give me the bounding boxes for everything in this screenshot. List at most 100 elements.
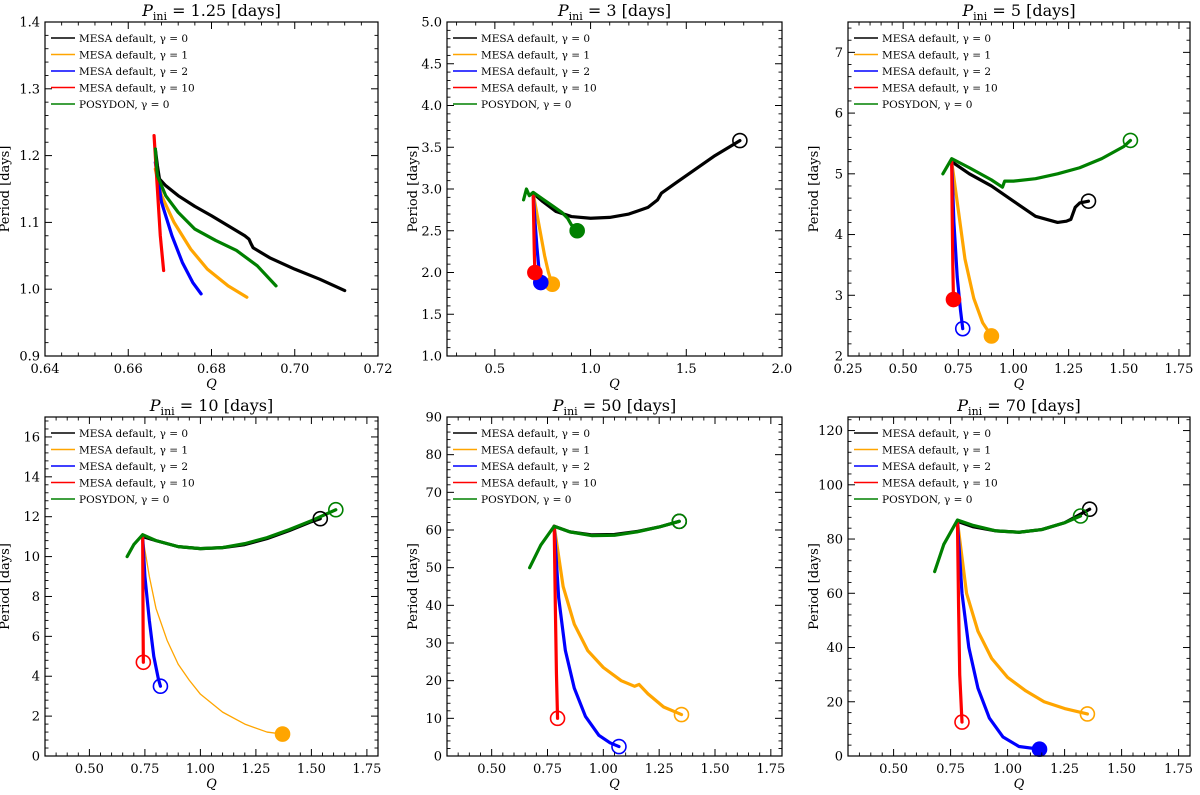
x-tick-label: 0.50: [879, 762, 908, 777]
x-tick-label: 1.50: [701, 762, 730, 777]
x-axis-label: Q: [206, 377, 217, 392]
x-axis-label: Q: [1014, 377, 1025, 392]
x-tick-label: 0.66: [114, 362, 143, 377]
end-marker-red: [954, 714, 970, 730]
x-tick-label: 0.5: [485, 362, 506, 377]
legend-label: MESA default, γ = 1: [481, 445, 590, 457]
legend-label: POSYDON, γ = 0: [481, 494, 571, 506]
y-tick-label: 10: [425, 712, 442, 727]
panel-1: 0.64 0.66 0.68 0.70 0.72 0.9 1.0 1.1 1.2 1.3 1.4 Pi…: [0, 1, 392, 392]
legend-label: MESA default, γ = 1: [79, 445, 188, 457]
panel-title: Pini = 50 [days]: [552, 396, 676, 418]
y-tick-label: 70: [425, 486, 442, 501]
x-axis-label: Q: [609, 777, 620, 792]
plot-frame: [847, 21, 1191, 357]
legend: MESA default, γ = 0 MESA default, γ = 1 ME…: [51, 428, 195, 506]
series-line-orange: [531, 191, 554, 286]
legend-label: MESA default, γ = 0: [481, 428, 590, 440]
panel-4: 0.50 0.75 1.00 1.25 1.50 1.75 0 2 4 6 8 10 12 14 16 Pin…: [0, 396, 381, 792]
title-symbol: P: [557, 1, 569, 20]
x-tick-label: 0.72: [364, 362, 393, 377]
series-line-green: [941, 138, 1133, 189]
legend-label: POSYDON, γ = 0: [882, 494, 972, 506]
panel-2: 0.5 1.0 1.5 2.0 1.0 1.5 2.0 2.5 3.0 3.5 4.0 4.5 5.0 P…: [406, 1, 792, 392]
x-tick-label: 0.75: [130, 762, 159, 777]
end-marker-blue: [1031, 741, 1048, 758]
x-tick-label: 1.5: [676, 362, 697, 377]
series-line-blue: [153, 160, 203, 296]
end-marker-green: [328, 501, 344, 518]
y-tick-label: 80: [826, 533, 843, 548]
y-tick-label: 4: [835, 228, 843, 243]
y-tick-label: 5: [835, 167, 843, 182]
title-subscript: ini: [161, 405, 176, 418]
y-tick-label: 8: [32, 590, 40, 605]
y-tick-label: 16: [23, 430, 40, 445]
x-tick-label: 0.68: [197, 362, 226, 377]
end-marker-blue: [152, 678, 169, 695]
y-tick-label: 3: [835, 289, 843, 304]
y-tick-label: 5.0: [421, 16, 442, 31]
y-axis-label: Period [days]: [0, 543, 13, 630]
end-marker-red: [945, 291, 962, 308]
x-tick-label: 0.70: [280, 362, 309, 377]
series-line-orange: [955, 519, 1090, 716]
y-tick-label: 20: [425, 674, 442, 689]
x-tick-label: 2.0: [772, 362, 793, 377]
series-line-red: [141, 535, 145, 664]
end-marker-green: [1122, 132, 1139, 149]
end-marker-orange: [274, 726, 291, 742]
series-line-black: [531, 138, 742, 220]
x-axis-label: Q: [609, 377, 620, 392]
series-line-red: [955, 519, 964, 724]
y-tick-label: 20: [826, 695, 843, 710]
title-value: = 1.25 [days]: [167, 1, 281, 20]
y-tick-label: 1.1: [19, 216, 40, 231]
x-tick-label: 1.75: [352, 762, 381, 777]
title-subscript: ini: [973, 10, 988, 23]
panel-title: Pini = 1.25 [days]: [141, 1, 281, 23]
x-tick-label: 0.75: [944, 362, 973, 377]
title-symbol: P: [961, 1, 973, 20]
end-marker-orange: [983, 328, 1000, 344]
x-tick-label: 1.75: [1164, 362, 1193, 377]
legend-label: MESA default, γ = 2: [79, 461, 188, 473]
series-line-blue: [141, 535, 163, 688]
x-tick-label: 1.25: [1054, 362, 1083, 377]
legend-label: MESA default, γ = 10: [481, 83, 597, 95]
title-value: = 50 [days]: [578, 396, 677, 415]
x-tick-label: 1.75: [756, 762, 785, 777]
legend-label: MESA default, γ = 2: [882, 461, 991, 473]
title-symbol: P: [552, 396, 564, 415]
series-line-black: [153, 147, 347, 293]
legend-label: MESA default, γ = 2: [79, 66, 188, 78]
end-marker-orange: [1079, 706, 1096, 722]
panel-5: 0.50 0.75 1.00 1.25 1.50 1.75 0 10 20 30 40 50 60 70 8…: [406, 396, 785, 792]
y-tick-label: 0: [835, 750, 843, 765]
x-tick-label: 0.50: [75, 762, 104, 777]
end-marker-green: [1072, 508, 1089, 524]
panel-6: 0.50 0.75 1.00 1.25 1.50 1.75 0 20 40 60 80 100 120 P…: [807, 396, 1193, 792]
series-line-orange: [552, 524, 684, 717]
x-tick-label: 1.75: [1164, 762, 1193, 777]
y-tick-label: 50: [425, 561, 442, 576]
x-tick-label: 1.25: [241, 762, 270, 777]
title-value: = 70 [days]: [982, 396, 1081, 415]
panel-title: Pini = 10 [days]: [149, 396, 273, 418]
legend-label: MESA default, γ = 0: [882, 33, 991, 45]
series-line-orange: [142, 536, 284, 735]
end-marker-blue: [611, 738, 627, 755]
y-tick-label: 90: [425, 411, 442, 426]
x-tick-label: 1.00: [993, 762, 1022, 777]
y-axis-label: Period [days]: [406, 543, 421, 630]
series-line-green: [125, 508, 338, 559]
series-line-blue: [552, 524, 621, 749]
series-line-green: [153, 147, 278, 288]
x-tick-label: 1.25: [645, 762, 674, 777]
y-tick-label: 2.5: [421, 224, 442, 239]
legend-label: MESA default, γ = 0: [882, 428, 991, 440]
end-marker-red: [549, 710, 566, 727]
x-axis-label: Q: [1014, 777, 1025, 792]
title-value: = 3 [days]: [583, 1, 671, 20]
